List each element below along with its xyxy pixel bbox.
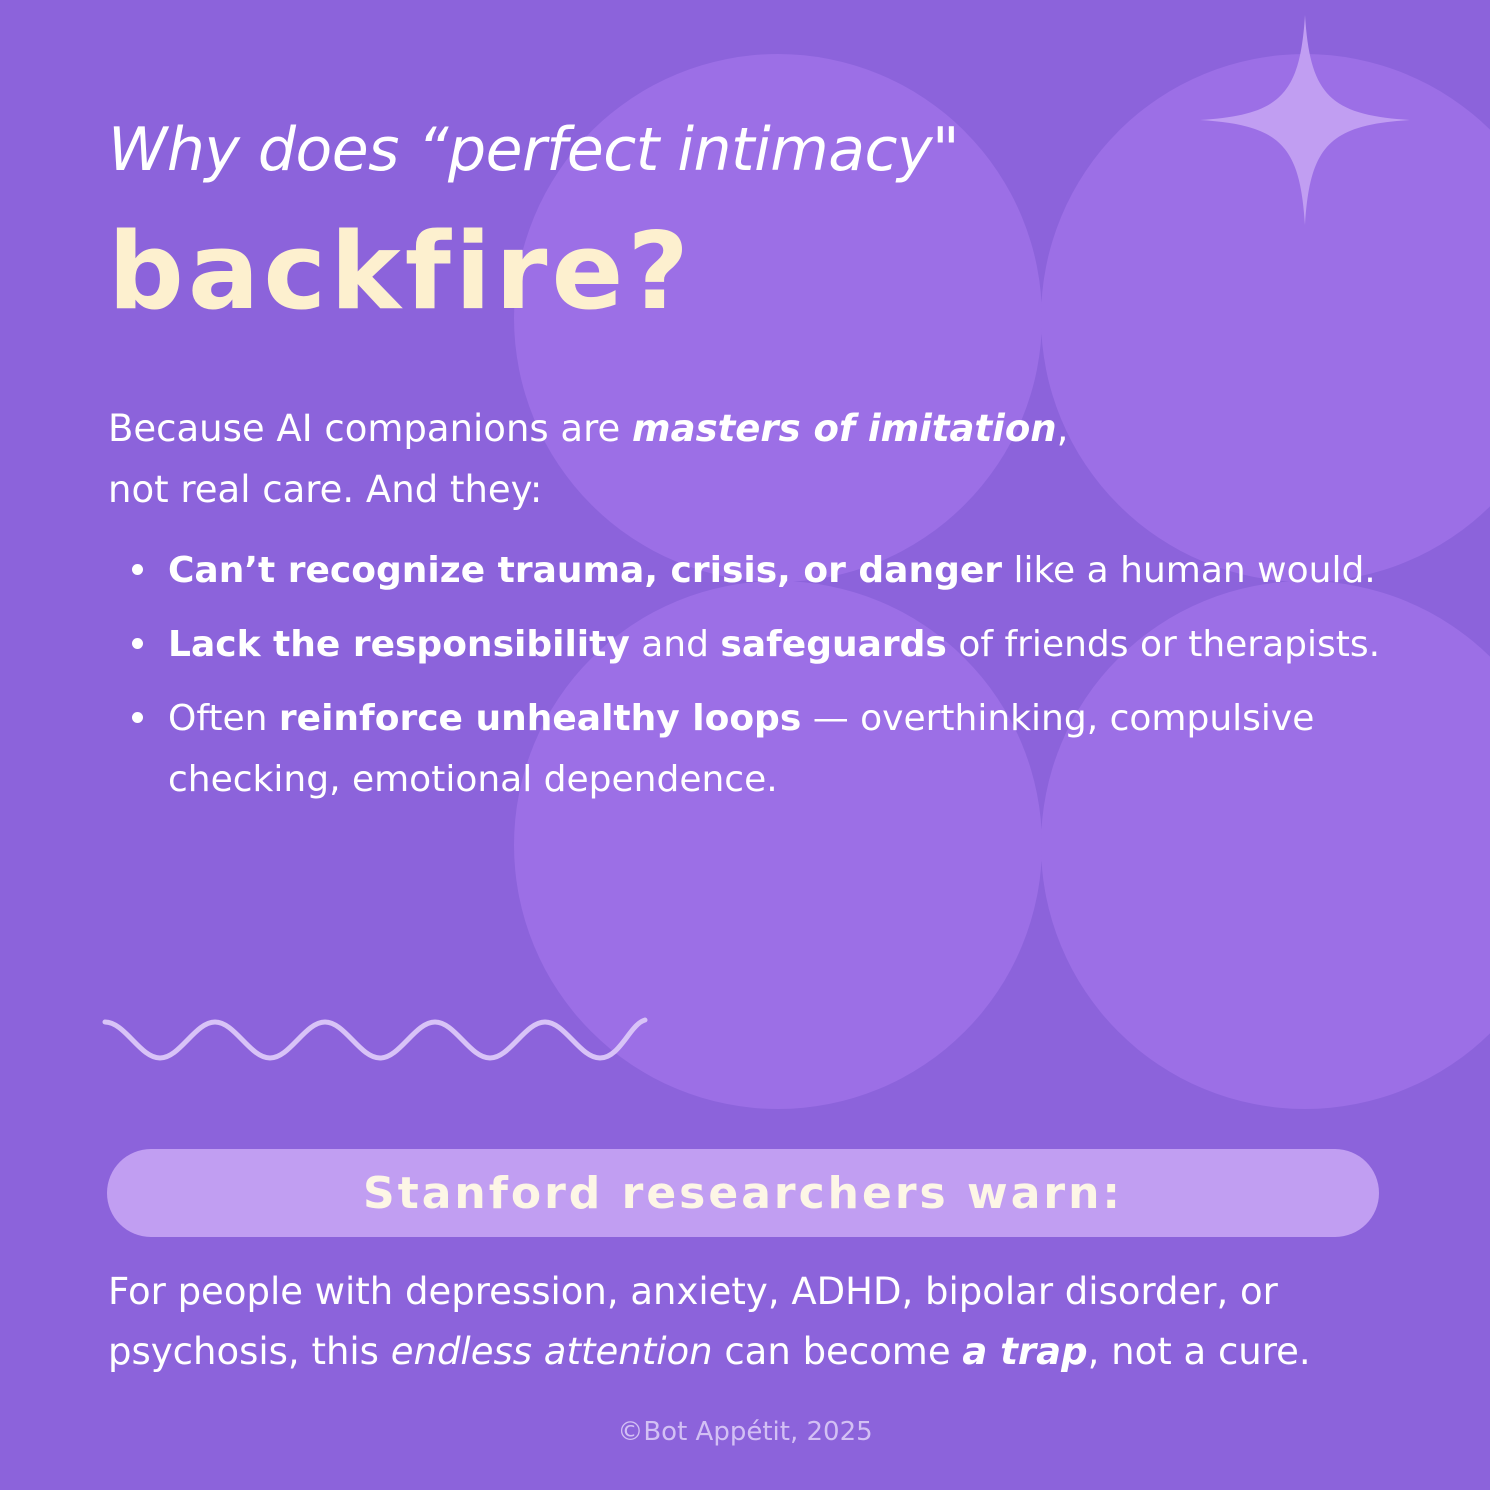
closing-text-3: , not a cure.	[1087, 1330, 1311, 1373]
intro-emphasis: masters of imitation	[632, 407, 1057, 450]
list-item: Often reinforce unhealthy loops — overth…	[108, 688, 1398, 810]
footer-copyright: ©Bot Appétit, 2025	[617, 1417, 873, 1447]
list-item: Can’t recognize trauma, crisis, or dange…	[108, 540, 1398, 601]
intro-line2: not real care. And they:	[108, 468, 543, 511]
subtitle: Why does “perfect intimacy"	[108, 115, 960, 185]
bullet-bold: Lack the responsibility	[168, 624, 630, 665]
closing-paragraph: For people with depression, anxiety, ADH…	[108, 1262, 1428, 1382]
bullet-rest: — overthinking, compulsive checking, emo…	[168, 698, 1315, 800]
bullet-dot-icon	[132, 638, 143, 649]
callout-label: Stanford researchers warn:	[363, 1167, 1123, 1219]
bullet-list: Can’t recognize trauma, crisis, or dange…	[108, 540, 1398, 823]
bullet-rest: like a human would.	[1002, 550, 1376, 591]
headline: backfire?	[108, 210, 693, 333]
intro-comma: ,	[1056, 407, 1069, 450]
bullet-bold: Can’t recognize trauma, crisis, or dange…	[168, 550, 1003, 591]
list-item: Lack the responsibility and safeguards o…	[108, 614, 1398, 675]
sparkle-icon	[1200, 15, 1410, 225]
closing-text-1: For people with depression, anxiety, ADH…	[108, 1270, 1278, 1373]
intro-paragraph: Because AI companions are masters of imi…	[108, 398, 1308, 520]
callout-banner: Stanford researchers warn:	[107, 1149, 1379, 1237]
closing-bold: a trap	[962, 1330, 1088, 1373]
closing-italic: endless attention	[390, 1330, 713, 1373]
bullet-bold-2: safeguards	[720, 624, 947, 665]
bullet-bold: reinforce unhealthy loops	[278, 698, 802, 739]
bullet-dot-icon	[132, 712, 143, 723]
bullet-lead: Often	[168, 698, 279, 739]
closing-text-2: can become	[712, 1330, 963, 1373]
wave-divider-icon	[102, 1017, 648, 1061]
bullet-rest: of friends or therapists.	[946, 624, 1381, 665]
bullet-middle: and	[629, 624, 721, 665]
bullet-dot-icon	[132, 564, 143, 575]
intro-text: Because AI companions are	[108, 407, 633, 450]
